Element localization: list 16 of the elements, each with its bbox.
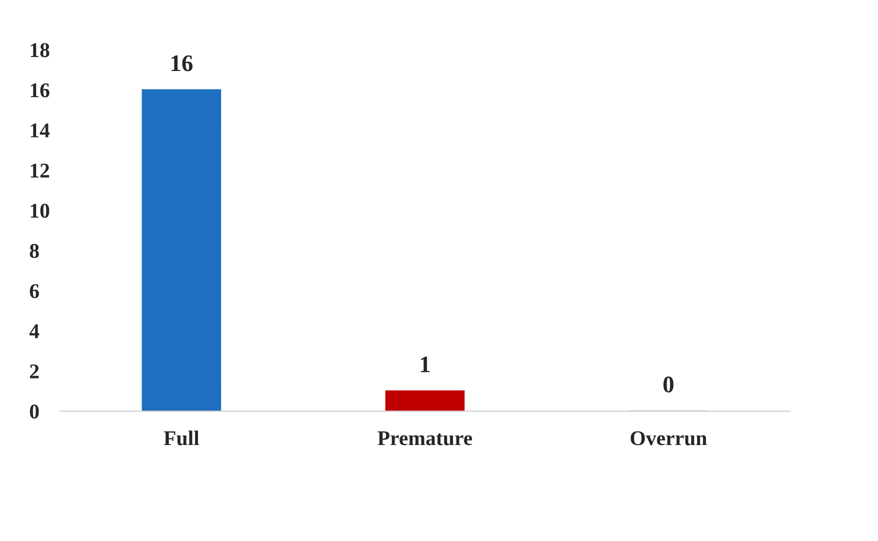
x-tick-label: Overrun [630, 431, 707, 446]
y-tick-label: 0 [30, 404, 39, 419]
y-tick-label: 10 [30, 204, 50, 218]
y-tick-label: 14 [30, 124, 50, 138]
data-label: 16 [172, 55, 193, 72]
y-tick-label: 6 [30, 284, 39, 298]
y-tick-label: 8 [30, 244, 39, 258]
y-tick-label: 16 [30, 83, 50, 98]
data-label: 1 [420, 356, 430, 372]
x-tick-label: Full [164, 430, 200, 446]
y-tick-label: 18 [30, 43, 50, 58]
y-tick-label: 2 [30, 364, 39, 378]
data-label: 0 [663, 376, 674, 392]
y-tick-label: 4 [29, 324, 40, 338]
x-tick-label: Premature [378, 431, 472, 446]
y-tick-label: 12 [30, 164, 50, 178]
